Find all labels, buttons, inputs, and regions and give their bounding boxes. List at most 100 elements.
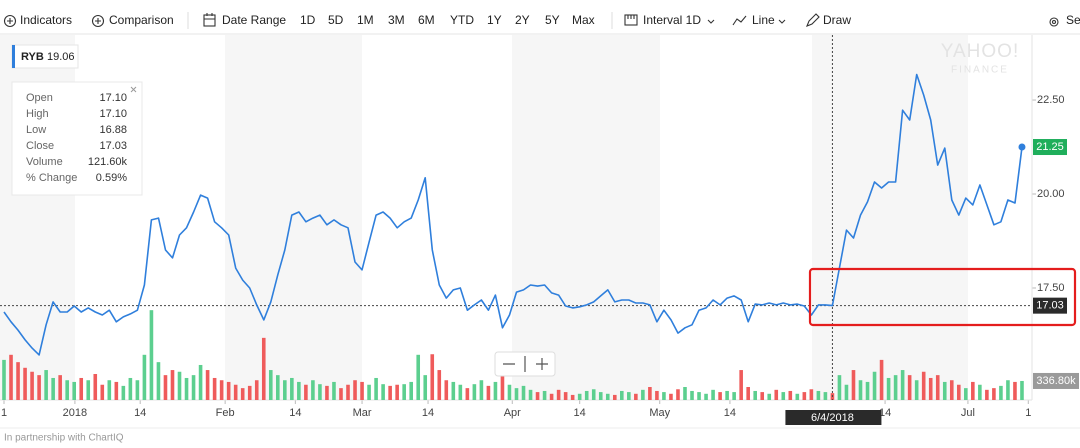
volume-bar <box>648 387 652 400</box>
tooltip-value: 17.10 <box>99 108 127 120</box>
volume-bar <box>914 380 919 400</box>
volume-bar <box>627 392 631 400</box>
tooltip: Open 17.10 High 17.10 Low 16.88 Close 17.03 Volu… <box>11 81 143 196</box>
volume-bar <box>641 389 645 400</box>
volume-bar <box>605 393 610 400</box>
volume-bar <box>479 380 484 400</box>
volume-bar <box>584 390 589 400</box>
volume-bar <box>191 375 196 400</box>
volume-bar <box>465 388 470 400</box>
legend-symbol: RYB <box>21 51 44 63</box>
volume-bar <box>72 381 77 400</box>
toolbar-button[interactable]: 1M <box>357 13 374 27</box>
tooltip-label: Volume <box>26 156 63 168</box>
volume-bar <box>198 364 203 400</box>
volume-bar <box>212 377 217 400</box>
volume-bar <box>676 389 680 400</box>
toolbar-button[interactable]: Se <box>1066 13 1080 27</box>
toolbar-button[interactable]: 5D <box>328 13 344 27</box>
toolbar-button[interactable]: Date Range <box>222 13 286 27</box>
volume-bar <box>577 393 582 400</box>
volume-bar <box>907 375 912 400</box>
volume-bar <box>65 380 69 400</box>
tooltip-label: Close <box>26 140 54 152</box>
volume-bar <box>86 380 91 400</box>
toolbar-button[interactable]: 5Y <box>545 13 560 27</box>
legend-swatch <box>12 45 15 68</box>
volume-bar <box>690 390 694 400</box>
toolbar-button[interactable]: Indicators <box>20 13 72 27</box>
volume-bar <box>388 385 392 400</box>
volume-bar <box>23 367 27 400</box>
volume-bar <box>949 380 954 400</box>
volume-label: 336.80k <box>1036 375 1076 387</box>
x-tick-label: 14 <box>724 407 736 419</box>
toolbar-button[interactable]: 3M <box>388 13 405 27</box>
tooltip-label: % Change <box>26 172 77 184</box>
volume-bar <box>760 392 765 400</box>
toolbar-button[interactable]: YTD <box>450 13 474 27</box>
toolbar-button[interactable]: 1Y <box>487 13 502 27</box>
volume-bar <box>795 393 800 400</box>
volume-bar <box>2 359 6 400</box>
volume-bar <box>114 381 119 400</box>
volume-bar <box>704 393 708 400</box>
tooltip-label: Low <box>26 124 46 136</box>
toolbar-button[interactable]: 2Y <box>515 13 530 27</box>
volume-bar <box>767 393 772 400</box>
volume-bar <box>563 392 568 400</box>
volume-bar <box>620 390 624 400</box>
volume-bar <box>556 389 561 400</box>
toolbar-button[interactable]: Draw <box>823 13 851 27</box>
last-price-box <box>1033 139 1067 156</box>
toolbar-button[interactable]: 1D <box>300 13 316 27</box>
tooltip-value: 121.60k <box>88 156 128 168</box>
toolbar-button[interactable]: Line <box>752 13 775 27</box>
tooltip-close[interactable] <box>130 86 137 93</box>
x-tick-label: Jul <box>961 407 975 419</box>
volume-bar <box>999 385 1003 400</box>
x-tick-label: Apr <box>504 407 521 419</box>
volume-bar <box>430 354 435 400</box>
highlight-box <box>808 267 1077 327</box>
volume-bar <box>451 381 456 400</box>
volume-bar <box>149 310 154 400</box>
volume-bar <box>942 381 947 400</box>
tooltip-label: High <box>26 108 49 120</box>
volume-bar <box>100 384 105 400</box>
volume-bar <box>662 392 666 400</box>
tooltip-value: 16.88 <box>99 124 127 136</box>
volume-bar <box>985 389 989 400</box>
crosshair-date-label: 6/4/2018 <box>811 412 854 424</box>
volume-bar <box>205 370 210 400</box>
volume-bar <box>30 371 34 400</box>
volume-bar <box>240 388 245 400</box>
volume-bar <box>992 388 996 400</box>
volume-bar <box>177 371 182 400</box>
volume-bar <box>353 380 357 400</box>
volume-bar <box>809 389 814 400</box>
toolbar-button[interactable]: Max <box>572 13 595 27</box>
volume-bar <box>128 377 133 400</box>
tooltip-box <box>11 81 143 196</box>
volume-bar <box>142 354 147 400</box>
toolbar-button[interactable]: Comparison <box>109 13 174 27</box>
volume-bar <box>683 387 687 400</box>
volume-bar <box>58 375 62 400</box>
volume-bar <box>711 389 715 400</box>
volume-bar <box>409 381 413 400</box>
toolbar-button[interactable]: 6M <box>418 13 435 27</box>
volume-bar <box>325 385 329 400</box>
volume-bar <box>339 388 343 400</box>
toolbar-button[interactable]: Interval 1D <box>643 13 701 27</box>
volume-bar <box>283 380 287 400</box>
volume-bar <box>514 388 519 400</box>
volume-bar <box>93 374 98 400</box>
volume-bar <box>233 384 238 400</box>
zoom-control[interactable] <box>494 351 556 377</box>
tooltip-label: Open <box>26 92 53 104</box>
volume-bar <box>493 381 498 400</box>
volume-bar <box>978 384 982 400</box>
volume-bar <box>311 380 315 400</box>
volume-bar <box>135 380 140 400</box>
